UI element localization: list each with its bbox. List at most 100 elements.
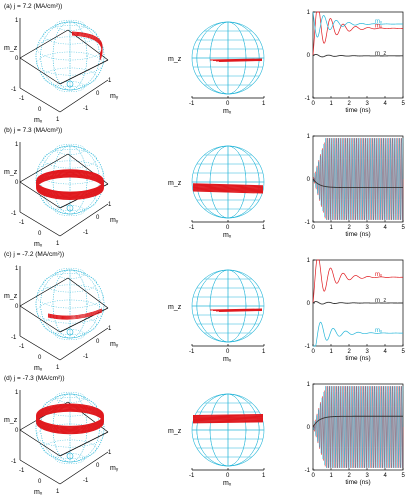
- x-tick: 0: [226, 349, 230, 355]
- sphere-latitude: [36, 36, 104, 61]
- z-axis-label: m_z: [4, 293, 18, 300]
- sphere-latitude: [36, 284, 104, 309]
- panel-label: (d) j = -7.3 (MA/cm²)): [4, 375, 65, 382]
- trajectory-line: [192, 188, 264, 192]
- x-tick: -1: [189, 473, 195, 479]
- trajectory-line: [209, 58, 263, 61]
- trajectory-line: [192, 418, 264, 421]
- sphere-pole-marker: [66, 452, 74, 460]
- y-tick: 0: [307, 301, 311, 307]
- trajectory-line: [192, 184, 264, 188]
- x-axis: [19, 459, 61, 485]
- y-axis: [59, 451, 109, 485]
- z-tick: -1: [11, 459, 17, 465]
- x-tick: 0: [38, 231, 42, 237]
- x-tick: 1: [56, 489, 60, 495]
- trajectory-line: [192, 186, 264, 190]
- y-axis-label: mᵧ: [110, 465, 119, 472]
- sphere-pole-marker: [66, 80, 74, 88]
- x-tick: -1: [19, 468, 25, 474]
- axes-3d: [19, 266, 109, 361]
- plane-edge: [19, 29, 69, 59]
- y-axis-label: m_z: [168, 56, 182, 63]
- x-tick: 4: [384, 473, 388, 479]
- panel-row: (b) j = 7.3 (MA/cm²))10-1m_z-101mₓ10-1mᵧ…: [4, 127, 406, 248]
- y-tick: 1: [108, 202, 112, 208]
- trajectory-line: [192, 416, 264, 419]
- z-axis-label: m_z: [4, 417, 18, 424]
- sphere-wireframe: [35, 19, 105, 93]
- series-line: [312, 301, 403, 305]
- sphere-projection: [191, 145, 265, 219]
- x-axis-label: mₓ: [223, 232, 232, 239]
- x-tick: 2: [348, 473, 352, 479]
- x-tick: -1: [189, 101, 195, 107]
- z-tick: 1: [15, 390, 19, 396]
- y-axis-label: m_z: [168, 428, 182, 435]
- x-axis-label: time (ns): [345, 355, 370, 362]
- x-axis-label: mₓ: [223, 480, 232, 487]
- x-tick: -1: [19, 220, 25, 226]
- x-tick: 4: [384, 225, 388, 231]
- axes-2d: [191, 468, 265, 471]
- panel-label: (c) j = -7.2 (MA/cm²)): [4, 251, 64, 258]
- series-line: [312, 259, 404, 304]
- y-tick: -1: [305, 96, 311, 102]
- x-tick: 1: [56, 117, 60, 123]
- trajectory-2d: [209, 58, 263, 62]
- y-axis-label: mᵧ: [110, 93, 119, 100]
- trajectory-line: [212, 309, 263, 311]
- trajectory-line: [215, 309, 263, 312]
- trajectory-arc: [71, 34, 103, 61]
- trajectory-3d: [47, 308, 103, 320]
- x-tick: 1: [56, 241, 60, 247]
- trajectory-arc: [71, 33, 103, 59]
- y-tick: 1: [307, 382, 311, 388]
- plane-edge: [19, 181, 61, 209]
- y-tick: 1: [108, 78, 112, 84]
- x-axis-label: time (ns): [345, 107, 370, 114]
- sphere-latitude: [54, 205, 86, 217]
- x-tick: 3: [366, 349, 370, 355]
- z-tick: -1: [11, 87, 17, 93]
- y-tick: 0: [96, 339, 100, 345]
- trajectory-line: [192, 414, 264, 418]
- y-tick: 1: [108, 450, 112, 456]
- z-tick: 1: [15, 266, 19, 272]
- y-tick: -1: [83, 106, 89, 112]
- trajectory-line: [192, 419, 264, 422]
- y-tick: 0: [96, 215, 100, 221]
- x-tick: 4: [384, 101, 388, 107]
- z-tick: 1: [15, 18, 19, 24]
- plane-edge: [19, 277, 69, 307]
- series-line: [312, 386, 404, 468]
- sphere-wireframe: [35, 267, 105, 341]
- x-tick: 1: [330, 349, 334, 355]
- x-tick: -1: [189, 349, 195, 355]
- axes-3d: [19, 390, 109, 485]
- trajectory-line: [215, 59, 263, 62]
- x-tick: 5: [402, 225, 406, 231]
- x-tick: 0: [38, 355, 42, 361]
- sphere-latitude: [43, 439, 97, 459]
- x-tick: 1: [330, 225, 334, 231]
- y-tick: 0: [307, 425, 311, 431]
- trajectory-line: [192, 415, 264, 418]
- trajectory-arc: [47, 308, 103, 317]
- trajectory-arc: [47, 309, 103, 318]
- x-tick: 1: [330, 101, 334, 107]
- x-axis: [19, 211, 61, 237]
- x-axis-label: time (ns): [345, 231, 370, 238]
- series-label: m_z: [375, 298, 386, 304]
- panel-label: (a) j = 7.2 (MA/cm²)): [4, 3, 62, 10]
- trajectory-line: [192, 417, 264, 420]
- trajectory-line: [192, 183, 264, 187]
- x-tick: 5: [402, 349, 406, 355]
- trajectory-arc: [47, 311, 103, 320]
- trajectory-arc: [47, 310, 103, 319]
- series-label: m_z: [375, 51, 386, 57]
- x-tick: 2: [348, 349, 352, 355]
- y-axis-label: mᵧ: [110, 217, 119, 224]
- axes-2d: [191, 220, 265, 223]
- series-label: mₓ: [375, 272, 382, 278]
